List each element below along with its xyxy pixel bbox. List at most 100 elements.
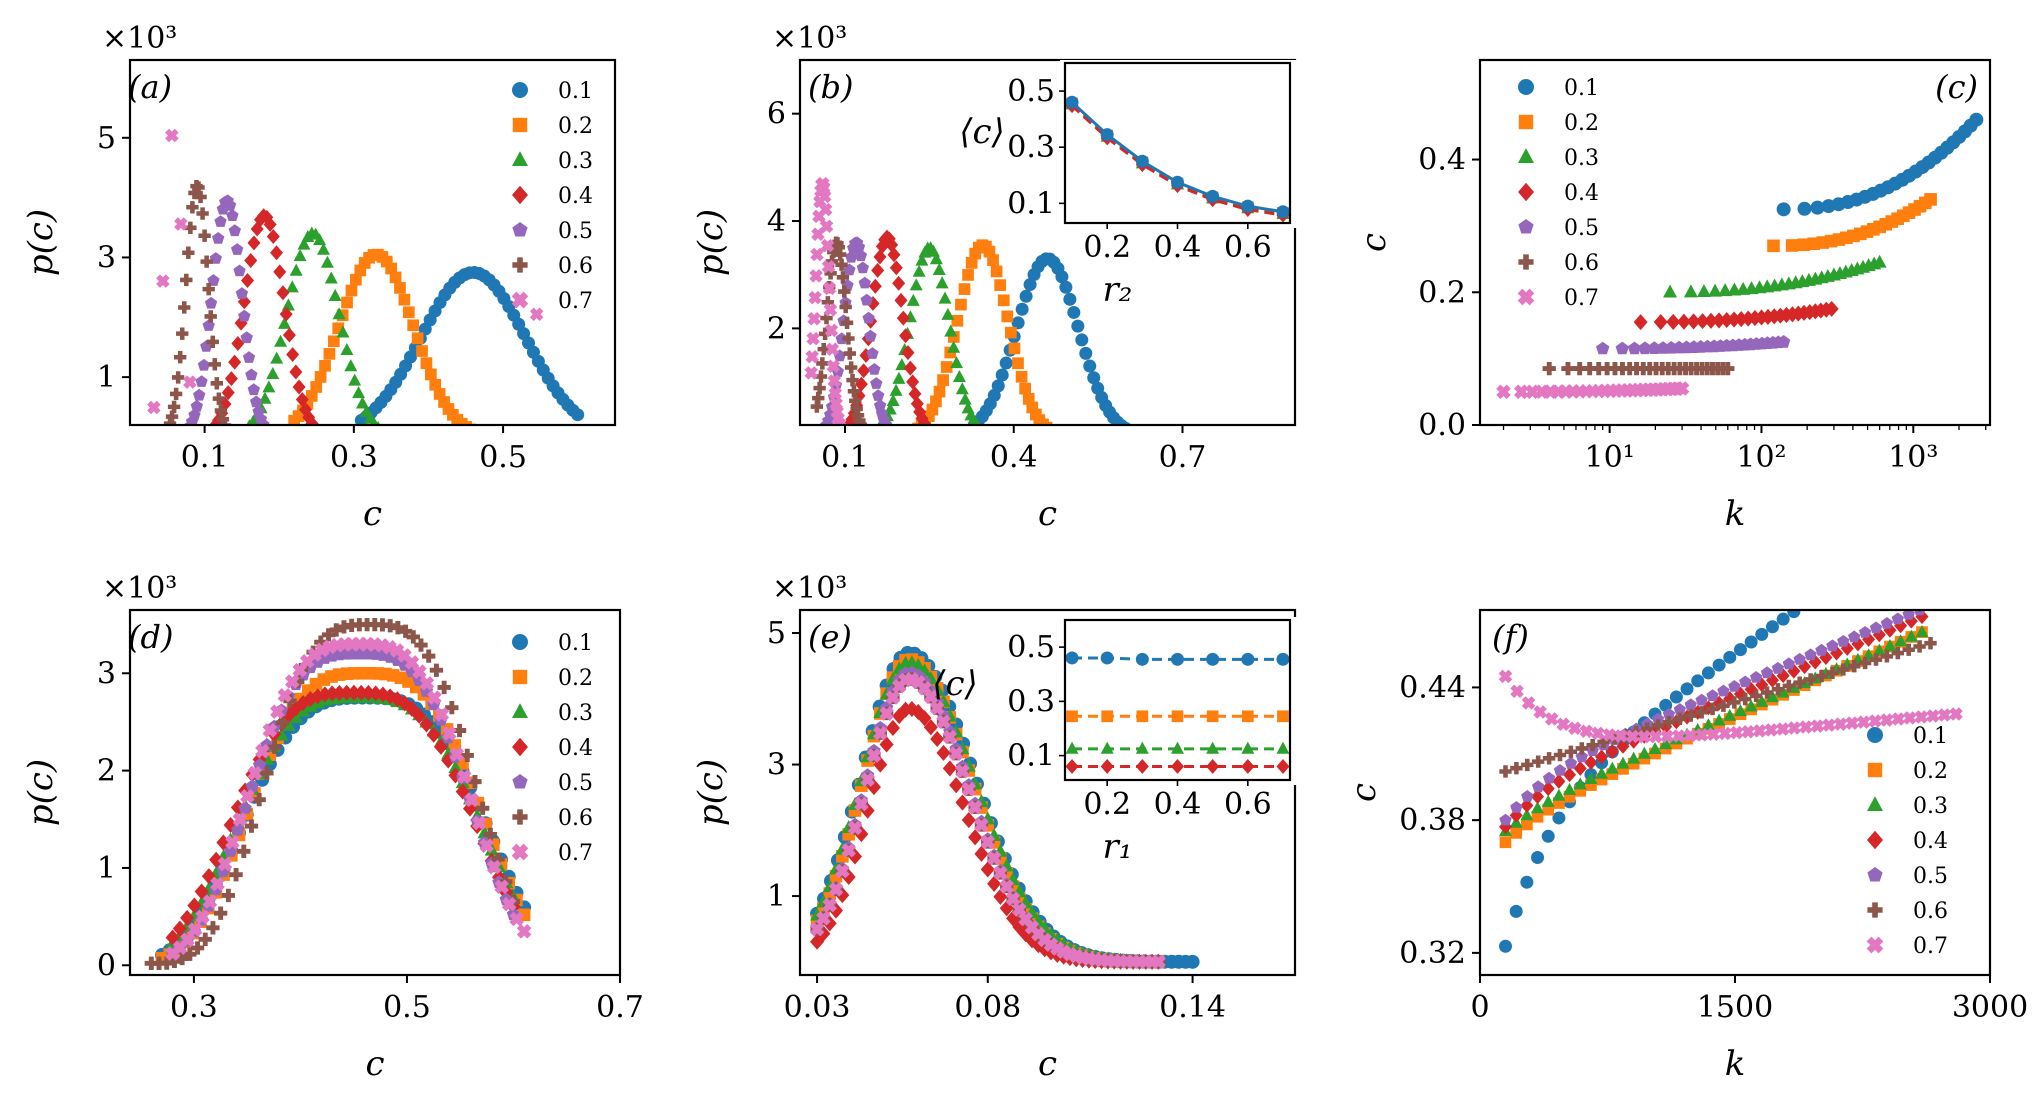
series-0.5-point [1858,626,1872,638]
series-0.6-point [406,630,420,644]
inset-point [1100,741,1114,754]
series-0.7-point [187,922,203,937]
series-0.6-point [835,258,848,271]
legend-marker [512,703,528,718]
legend-label: 0.7 [558,289,593,314]
series-0.2-point [1022,393,1035,405]
x-axis-label: c [365,1044,384,1084]
series-0.6-point [834,248,847,261]
inset-point [1241,758,1255,774]
series-0.1-point [1520,875,1534,889]
series-0.7-point [823,303,838,317]
series-0.2-point [1019,382,1031,395]
series-0.4-point [315,426,328,441]
inset-point [1171,175,1184,189]
series-0.7-point [948,746,964,761]
series-0.6-point [184,221,197,234]
series-0.6-point [237,844,251,858]
series-0.7-point [1005,891,1021,907]
series-0.7-point [1741,724,1755,739]
series-0.1-point [1071,319,1085,333]
series-0.7-point [1498,669,1513,684]
series-0.5-point [264,427,276,439]
series-0.6-point [1586,738,1599,752]
series-0.6-point [1771,683,1785,696]
series-0.3-point [1894,634,1908,647]
legend-label: 0.2 [1564,111,1599,136]
series-0.7-point [821,259,836,274]
series-0.2-point [1595,773,1608,786]
series-0.4-point [180,909,195,926]
series-0.3-point [320,255,334,268]
y-tick-label: 5 [97,121,116,156]
series-0.7-point [824,323,839,338]
series-0.7-point [252,424,271,443]
series-0.3-point [1520,808,1534,821]
series-0.2-point [1037,418,1049,425]
series-0.7-point [942,729,958,745]
series-0.4-point [266,229,280,245]
series-0.2-point [994,279,1007,291]
series-0.7-point [809,269,823,283]
series-0.7-point [1833,717,1848,731]
series-0.6-point [375,618,390,632]
y-tick-label: 0.0 [1418,408,1466,443]
data-points [144,617,532,970]
legend-label: 0.5 [558,771,593,796]
inset-x-tick-label: 0.4 [1154,230,1202,265]
series-0.6-point [1662,715,1676,729]
x-tick-label: 10³ [1888,440,1938,475]
series-0.7-point [1926,709,1940,723]
series-0.6-point [1553,748,1567,762]
series-0.6-point [176,327,189,340]
series-0.7-point [929,700,945,716]
series-0.3-point [1744,699,1758,712]
series-0.5-point [238,801,252,814]
x-axis-label: k [1725,1044,1746,1084]
series-0.6-point [144,956,158,970]
series-0.1-point [1873,545,1886,558]
series-0.6-point [1721,361,1735,376]
series-0.3-point [1637,746,1651,759]
series-0.2-point [1008,342,1021,355]
series-0.4-point [871,262,885,278]
y-axis-label: p(c) [691,209,731,276]
series-0.7-point [1822,718,1836,732]
series-0.6-point [158,428,170,440]
series-0.6-point [1869,653,1883,666]
inset-point [1101,710,1114,723]
series-0.2-point [341,296,353,309]
series-0.2-point [398,293,411,306]
series-0.3-point [955,382,969,395]
series-0.6-point [840,316,854,329]
series-0.1-point [1894,530,1907,543]
series-0.7-point [1764,723,1778,737]
inset-y-tick-label: 0.5 [1007,74,1055,109]
series-0.7-point [986,850,1002,866]
series-0.5-point [240,331,253,344]
legend-label: 0.6 [558,254,593,279]
series-0.1-point [1801,610,1808,611]
series-0.6-point [200,255,213,268]
series-0.6-point [1615,361,1630,376]
series-0.6-point [839,300,852,314]
series-0.2-point [327,335,340,348]
series-0.6-point [820,311,833,325]
series-0.6-point [267,740,282,754]
series-0.4-point [383,688,398,705]
series-0.6-point [182,246,195,259]
series-0.5-point [856,261,869,274]
y-tick-label: 5 [767,616,786,651]
series-0.4-point [218,396,232,412]
inset-y-tick-label: 0.3 [1007,130,1055,165]
series-0.6-point [1913,640,1926,653]
series-0.7-point [817,189,832,204]
panel-f: 0 1500 30000.320.380.44kc(f)0.10.20.30.40.… [1344,530,2028,1084]
inset-y-label: ⟨c⟩ [932,664,978,704]
series-0.4-point [913,404,927,420]
series-0.6-point [861,425,873,437]
series-0.4-point [1830,645,1844,661]
series-0.7-point [806,331,820,346]
series-0.7-point [183,375,197,389]
